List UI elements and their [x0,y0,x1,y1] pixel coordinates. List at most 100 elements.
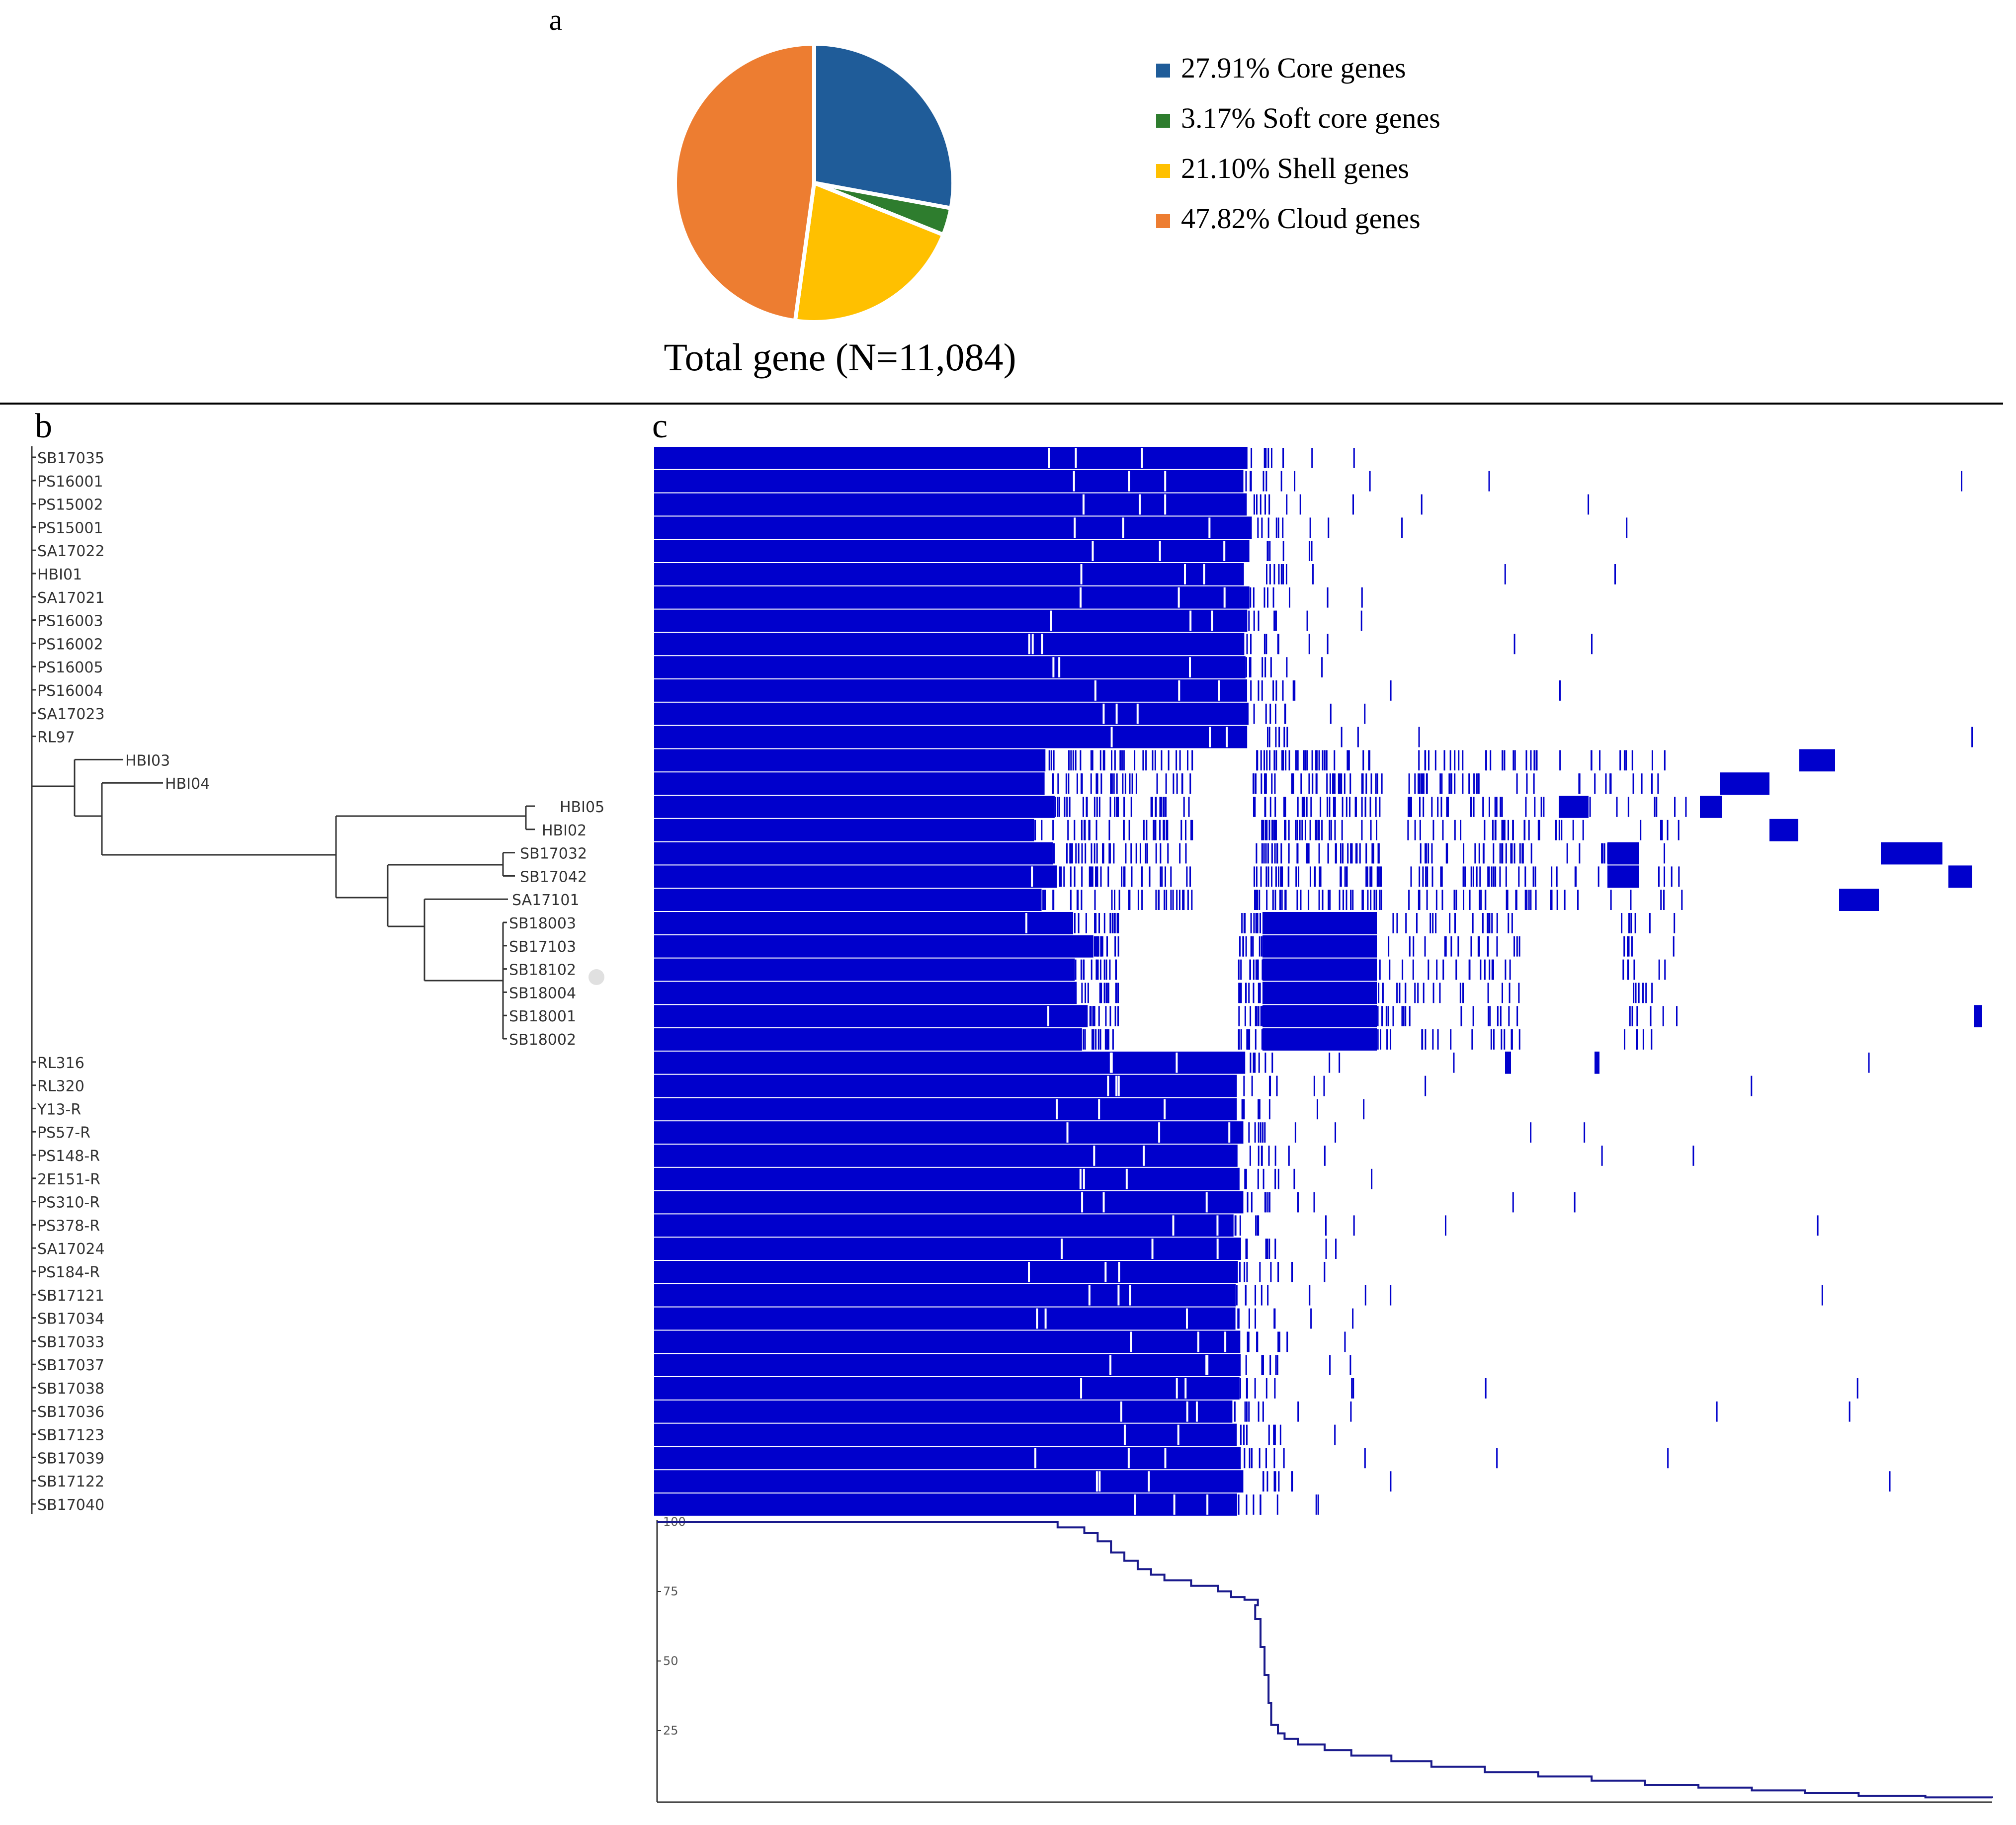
heatmap-cell [1316,1099,1318,1120]
heatmap-cell [1363,1099,1365,1120]
heatmap-cell [1254,1378,1256,1399]
heatmap-cell [654,1307,1236,1330]
heatmap-cell [1238,1494,1240,1515]
heatmap-cell [1275,1355,1277,1375]
heatmap-cell [1856,1378,1858,1399]
heatmap-gap [1206,1494,1209,1515]
heatmap-cell [1319,866,1321,887]
tree-leaf-label: SB17038 [37,1380,104,1398]
heatmap-cell [1108,820,1110,840]
heatmap-cell [1288,1146,1290,1166]
heatmap-cell [1424,750,1426,771]
heatmap-cell [1318,890,1320,910]
heatmap-cell [1340,866,1342,887]
heatmap-cell [1664,750,1666,771]
heatmap-cell [1261,517,1263,538]
heatmap-cell [1263,634,1265,655]
heatmap-cell [1364,703,1366,724]
heatmap-cell [1296,843,1298,864]
heatmap-cell [1265,843,1267,864]
heatmap-cell [1315,820,1317,840]
heatmap-cell [1081,843,1083,864]
heatmap-cell [1275,727,1277,747]
heatmap-gap [1098,1099,1100,1120]
heatmap-cell [1431,843,1433,864]
heatmap-cell [1180,820,1182,840]
tree-leaf-label: RL320 [37,1078,84,1095]
heatmap-cell [1561,820,1563,840]
heatmap-cell [1048,750,1050,771]
heatmap-cell [1487,936,1489,957]
heatmap-gap [1139,494,1141,515]
heatmap-cell [1114,913,1116,933]
heatmap-cell [1260,1006,1262,1026]
heatmap-cell [1163,820,1165,840]
heatmap-cell [1261,657,1263,677]
heatmap-cell [1514,750,1516,771]
heatmap-cell [1482,913,1484,933]
heatmap-cell [1364,1448,1366,1469]
heatmap-cell [1239,936,1241,957]
heatmap-cell [1243,1424,1245,1445]
heatmap-cell [1361,773,1363,794]
heatmap-cell [1518,1029,1520,1050]
heatmap-cell [1256,843,1258,864]
heatmap-cell [1477,936,1479,957]
heatmap-cell [1390,1285,1392,1306]
heatmap-cell [1426,773,1428,794]
tree-leaf-label: SB17036 [37,1404,104,1421]
heatmap-cell [1248,1331,1250,1352]
heatmap-cell [1261,843,1263,864]
heatmap-cell [654,1028,1082,1051]
heatmap-cell [1265,1448,1267,1469]
heatmap-cell [1145,750,1147,771]
heatmap-cell [1261,820,1263,840]
heatmap-cell [1381,1006,1383,1026]
heatmap-cell [1052,820,1054,840]
heatmap-gap [1205,1192,1208,1213]
heatmap-cell [1265,1239,1267,1259]
heatmap-cell [1309,820,1311,840]
heatmap-cell [1839,889,1879,911]
heatmap-cell [1100,773,1102,794]
heatmap-cell [1464,866,1466,887]
heatmap-cell [1263,773,1265,794]
tree-leaf-label: SB17034 [37,1311,104,1328]
heatmap-cell [1660,890,1662,910]
tree-leaf-label: SB18102 [509,962,576,979]
heatmap-cell [1422,773,1424,794]
heatmap-cell [1274,1239,1276,1259]
heatmap-cell [1328,890,1330,910]
tree-leaf-label: SB18003 [509,915,576,932]
heatmap-cell [1292,773,1294,794]
heatmap-cell [654,516,1252,539]
heatmap-cell [1515,890,1517,910]
heatmap-cell [1479,866,1481,887]
heatmap-cell [1284,703,1286,724]
heatmap-cell [1493,1029,1495,1050]
tree-leaf-label: PS16005 [37,659,103,676]
tree-leaf-label: PS15001 [37,519,103,537]
heatmap-cell [1075,843,1077,864]
heatmap-cell [1468,959,1470,980]
heatmap-cell [1108,843,1110,864]
heatmap-cell [1245,1168,1247,1189]
heatmap-cell [1083,959,1085,980]
heatmap-cell [1444,936,1446,957]
heatmap-cell [1460,820,1462,840]
heatmap-gap [1216,1215,1219,1236]
heatmap-gap [1226,727,1228,747]
heatmap-cell [1108,1029,1110,1050]
heatmap-cell [1109,959,1111,980]
heatmap-cell [1335,843,1337,864]
heatmap-cell [1321,657,1323,677]
heatmap-cell [1378,983,1380,1003]
heatmap-cell [1282,750,1284,771]
heatmap-cell [1256,890,1258,910]
heatmap-cell [1291,773,1293,794]
heatmap-cell [1504,750,1506,771]
heatmap-cell [1369,866,1371,887]
heatmap-cell [1251,1192,1253,1213]
heatmap-cell [1268,820,1270,840]
heatmap-cell [1082,797,1084,817]
